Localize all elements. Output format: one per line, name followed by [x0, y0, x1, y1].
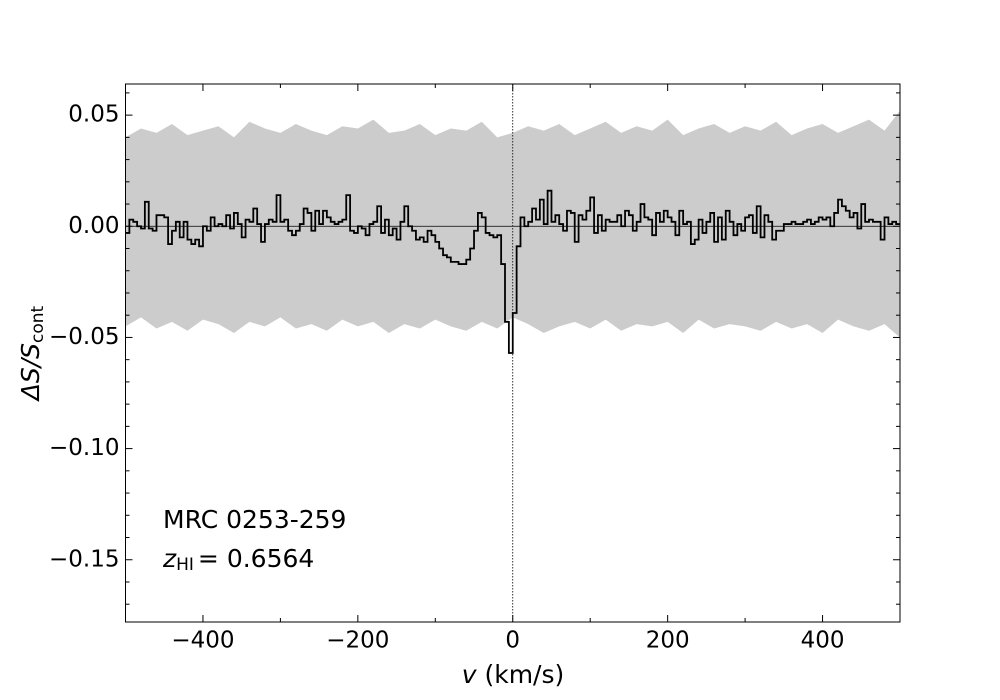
x-label-var: v [462, 660, 478, 689]
z-symbol: z [162, 544, 177, 573]
y-tick-label: 0.00 [68, 213, 119, 239]
x-tick-label: 0 [505, 628, 520, 654]
x-tick-label: −200 [326, 628, 389, 654]
z-value: = 0.6564 [198, 544, 314, 573]
y-tick-label: −0.15 [49, 546, 119, 572]
y-tick-label: −0.10 [49, 435, 119, 461]
x-tick-label: 200 [646, 628, 690, 654]
noise-band [125, 110, 900, 338]
y-tick-label: −0.05 [49, 324, 119, 350]
annotation: MRC 0253-259 [163, 505, 346, 534]
spectrum [125, 189, 900, 354]
y-label-main: ΔS/S [16, 343, 45, 402]
y-label-sub: cont [28, 305, 48, 343]
x-tick-label: 400 [801, 628, 845, 654]
y-tick-label: 0.05 [68, 102, 119, 128]
x-tick-label: −400 [171, 628, 234, 654]
plot-area [125, 84, 900, 622]
z-sub: HI [176, 555, 194, 575]
annotation-z: zHI = 0.6564 [162, 544, 314, 575]
x-label-unit: (km/s) [484, 660, 564, 689]
x-axis-label: v (km/s) [462, 660, 565, 689]
y-axis-label: ΔS/Scont [16, 305, 48, 402]
